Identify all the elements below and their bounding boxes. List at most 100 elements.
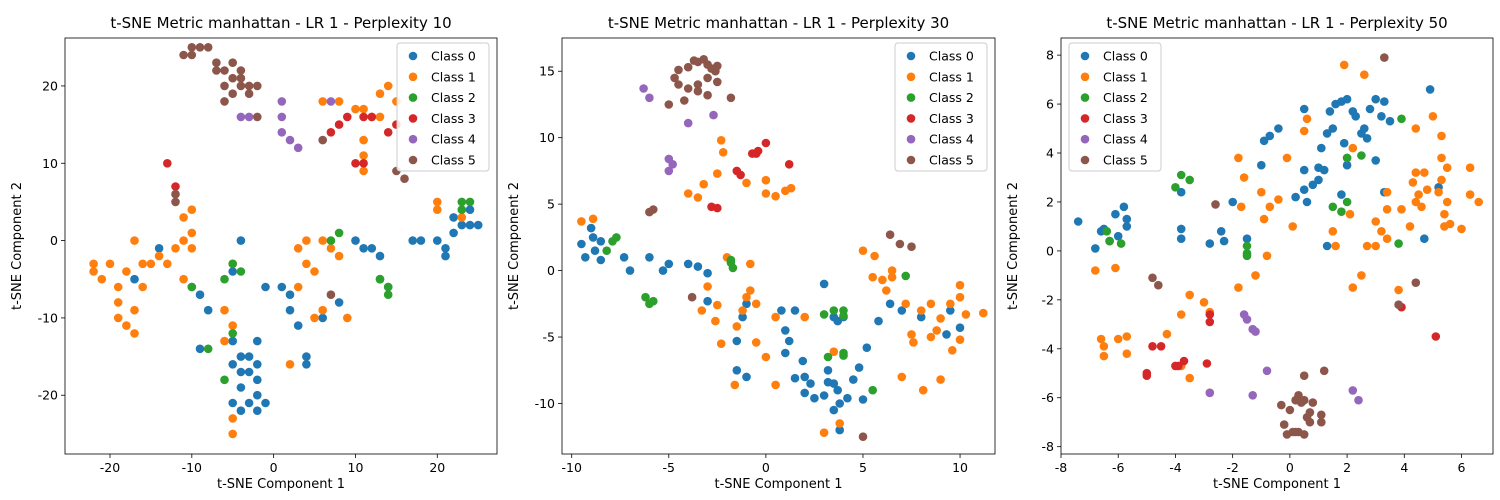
data-point-class-1 (1302, 114, 1312, 124)
data-point-class-5 (252, 81, 262, 91)
data-point-class-1 (138, 282, 147, 292)
data-point-class-0 (1317, 143, 1326, 153)
data-point-class-0 (441, 251, 450, 261)
data-point-class-4 (1262, 366, 1272, 376)
data-point-class-1 (1096, 334, 1106, 344)
x-tick-label: -10 (182, 460, 202, 475)
data-point-class-5 (220, 81, 229, 91)
data-point-class-0 (703, 296, 712, 306)
data-point-class-0 (1119, 202, 1129, 212)
data-point-class-2 (1337, 207, 1346, 216)
data-point-class-0 (130, 274, 139, 284)
legend-marker (906, 134, 916, 144)
y-tick-label: 2 (1046, 194, 1054, 209)
data-point-class-0 (1176, 187, 1186, 197)
data-point-class-1 (697, 306, 707, 315)
data-point-class-1 (113, 313, 123, 323)
data-point-class-5 (689, 56, 699, 65)
y-tick-label: 10 (539, 130, 555, 145)
data-point-class-0 (596, 255, 606, 265)
data-point-class-2 (823, 352, 833, 362)
legend-label: Class 3 (1103, 111, 1148, 126)
legend-marker (408, 51, 418, 61)
data-point-class-1 (318, 305, 328, 315)
data-point-class-0 (946, 306, 955, 315)
data-point-class-2 (465, 197, 475, 207)
chart-panel-2: t-SNE Metric manhattan - LR 1 - Perplexi… (507, 14, 996, 492)
data-point-class-0 (457, 220, 467, 230)
data-point-class-0 (790, 306, 800, 315)
data-point-class-1 (343, 313, 352, 323)
data-point-class-1 (829, 347, 839, 357)
data-point-class-3 (751, 149, 761, 158)
data-point-class-5 (1394, 300, 1403, 310)
data-point-class-1 (1371, 217, 1380, 226)
data-point-class-1 (359, 151, 368, 160)
data-point-class-1 (742, 178, 751, 188)
data-point-class-0 (1362, 134, 1372, 143)
data-point-class-3 (163, 159, 172, 168)
data-point-class-0 (351, 236, 360, 245)
data-point-class-0 (1299, 104, 1309, 114)
data-point-class-1 (220, 336, 229, 346)
legend-label: Class 0 (929, 49, 974, 64)
data-point-class-4 (277, 112, 287, 122)
data-point-class-2 (326, 236, 336, 245)
data-point-class-1 (318, 236, 328, 245)
data-point-class-2 (839, 351, 848, 360)
data-point-class-0 (1425, 85, 1435, 94)
data-point-class-1 (228, 321, 237, 330)
data-point-class-1 (1299, 126, 1309, 136)
data-point-class-0 (359, 244, 368, 253)
data-point-class-1 (433, 205, 442, 214)
y-tick-label: 8 (1046, 48, 1054, 63)
data-point-class-0 (228, 360, 237, 369)
data-point-class-0 (916, 312, 926, 322)
data-point-class-0 (885, 299, 895, 309)
y-tick-label: 4 (1046, 146, 1054, 161)
data-point-class-0 (1122, 214, 1132, 224)
data-point-class-0 (683, 259, 693, 269)
data-point-class-4 (645, 93, 654, 103)
data-point-class-5 (1154, 280, 1163, 290)
data-point-class-5 (1294, 391, 1303, 400)
data-point-class-3 (1202, 359, 1212, 368)
data-point-class-0 (1371, 156, 1380, 165)
data-point-class-0 (625, 266, 635, 275)
data-point-class-0 (581, 252, 590, 262)
data-point-class-1 (746, 259, 755, 269)
data-point-class-0 (1091, 244, 1100, 253)
data-point-class-1 (171, 244, 180, 253)
data-point-class-5 (664, 100, 674, 109)
data-point-class-2 (1342, 153, 1352, 163)
data-point-class-3 (761, 138, 771, 148)
legend-marker (408, 93, 418, 102)
data-point-class-0 (800, 372, 809, 382)
data-point-class-5 (187, 50, 197, 60)
data-point-class-4 (709, 110, 718, 120)
data-point-class-0 (1242, 234, 1252, 243)
data-point-class-5 (703, 90, 712, 100)
data-point-class-3 (334, 120, 344, 129)
data-point-class-5 (1148, 273, 1157, 283)
data-point-class-0 (236, 352, 246, 361)
data-point-class-5 (726, 93, 736, 103)
data-point-class-1 (89, 259, 98, 269)
data-point-class-3 (359, 159, 368, 168)
data-point-class-0 (195, 290, 205, 300)
x-tick-label: 20 (429, 460, 445, 475)
data-point-class-5 (212, 66, 221, 75)
data-point-class-1 (1236, 202, 1246, 212)
data-point-class-1 (89, 267, 98, 276)
data-point-class-3 (1174, 361, 1183, 371)
chart-panel-3: t-SNE Metric manhattan - LR 1 - Perplexi… (1006, 14, 1494, 492)
data-point-class-5 (1294, 427, 1303, 437)
data-point-class-0 (1322, 241, 1332, 251)
data-point-class-5 (236, 73, 246, 83)
data-point-class-3 (367, 112, 377, 122)
data-point-class-5 (326, 290, 336, 300)
y-tick-label: 5 (547, 197, 555, 212)
data-point-class-1 (897, 372, 907, 382)
data-point-class-0 (942, 330, 951, 339)
data-point-class-0 (1322, 129, 1332, 138)
